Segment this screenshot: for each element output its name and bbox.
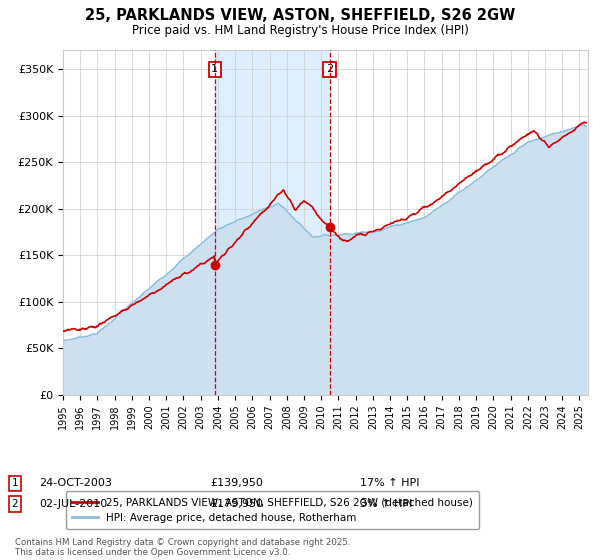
Text: Contains HM Land Registry data © Crown copyright and database right 2025.
This d: Contains HM Land Registry data © Crown c… [15,538,350,557]
Text: 2: 2 [11,499,19,509]
Text: £139,950: £139,950 [210,478,263,488]
Text: 17% ↑ HPI: 17% ↑ HPI [360,478,419,488]
Text: 24-OCT-2003: 24-OCT-2003 [39,478,112,488]
Bar [215,50,330,395]
Text: 02-JUL-2010: 02-JUL-2010 [39,499,107,509]
Text: 25, PARKLANDS VIEW, ASTON, SHEFFIELD, S26 2GW: 25, PARKLANDS VIEW, ASTON, SHEFFIELD, S2… [85,8,515,24]
Text: Price paid vs. HM Land Registry's House Price Index (HPI): Price paid vs. HM Land Registry's House … [131,24,469,36]
Text: 1: 1 [211,64,218,74]
Legend: 25, PARKLANDS VIEW, ASTON, SHEFFIELD, S26 2GW (detached house), HPI: Average pri: 25, PARKLANDS VIEW, ASTON, SHEFFIELD, S2… [65,491,479,529]
Text: 2: 2 [326,64,334,74]
Text: £179,950: £179,950 [210,499,263,509]
Text: 1: 1 [11,478,19,488]
Text: 3% ↑ HPI: 3% ↑ HPI [360,499,412,509]
